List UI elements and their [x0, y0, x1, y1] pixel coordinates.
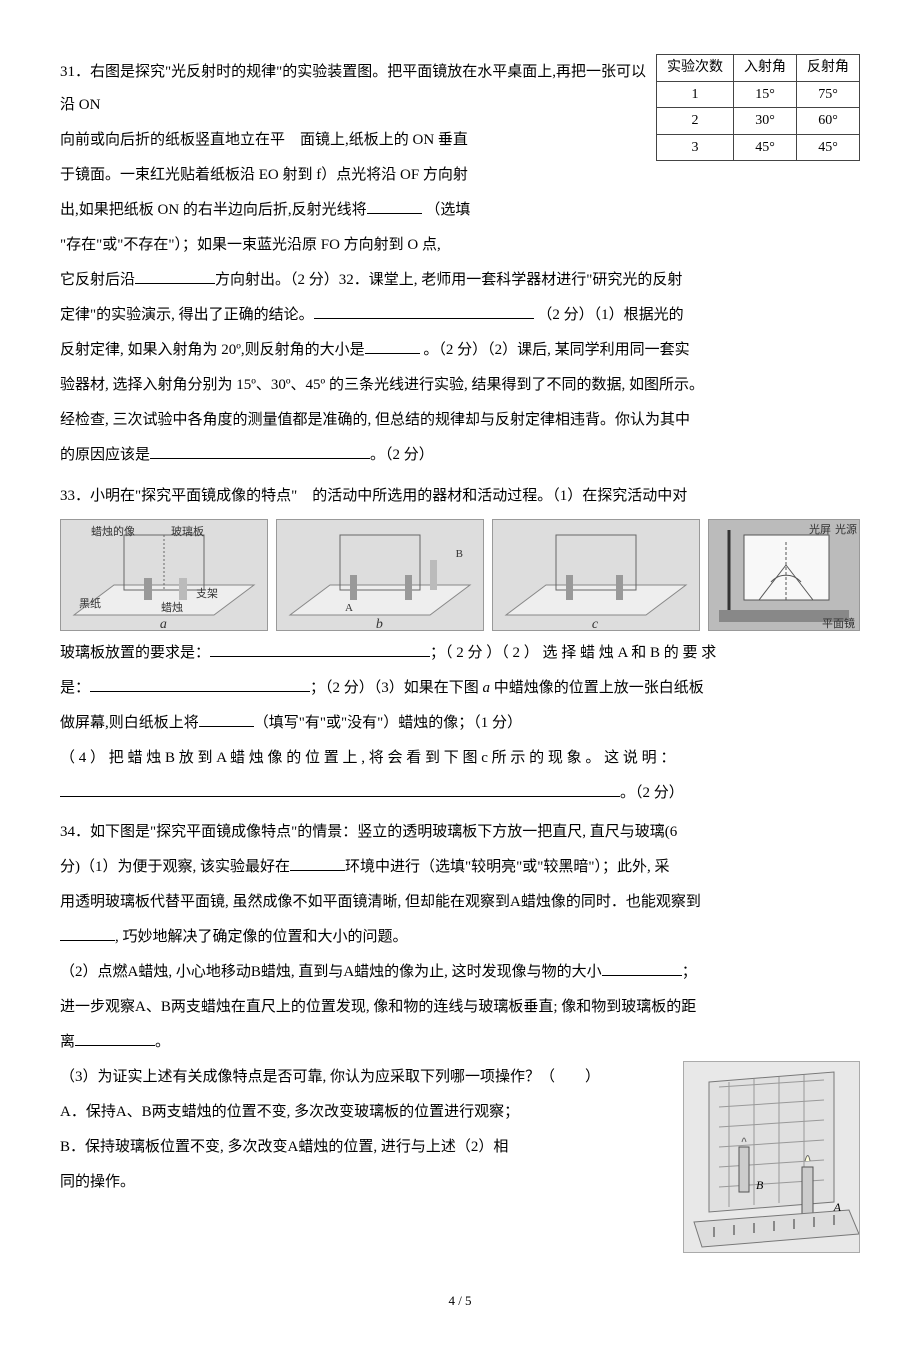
q34-text: 34．如下图是"探究平面镜成像特点"的情景：竖立的透明玻璃板下方放一把直尺, 直…: [60, 816, 860, 849]
figure-c: c: [492, 519, 700, 631]
fill-blank[interactable]: [290, 855, 345, 871]
fill-blank[interactable]: [314, 303, 534, 319]
th-times: 实验次数: [657, 55, 734, 82]
figure-d: 光屏 光源 平面镜: [708, 519, 860, 631]
figure-b: A B b: [276, 519, 484, 631]
fill-blank[interactable]: [210, 641, 430, 657]
fill-blank[interactable]: [150, 443, 370, 459]
table-row: 2 30° 60°: [657, 108, 860, 135]
table-row: 1 15° 75°: [657, 81, 860, 108]
fill-blank[interactable]: [135, 268, 215, 284]
th-reflect: 反射角: [797, 55, 860, 82]
mirror-figure: B A: [683, 1061, 860, 1253]
fill-blank[interactable]: [60, 925, 115, 941]
th-incident: 入射角: [734, 55, 797, 82]
table-row: 3 45° 45°: [657, 134, 860, 161]
fill-blank[interactable]: [75, 1030, 155, 1046]
fill-blank[interactable]: [365, 338, 420, 354]
fill-blank[interactable]: [199, 711, 254, 727]
q33-text: 33．小明在"探究平面镜成像的特点" 的活动中所选用的器材和活动过程。（1）在探…: [60, 480, 860, 513]
fill-blank[interactable]: [90, 676, 310, 692]
fill-blank[interactable]: [602, 960, 682, 976]
experiment-data-table: 实验次数 入射角 反射角 1 15° 75° 2 30° 60° 3 45° 4…: [656, 54, 860, 161]
fill-blank[interactable]: [367, 198, 422, 214]
page-number: 4 / 5: [60, 1287, 860, 1316]
fill-blank[interactable]: [60, 781, 620, 797]
figure-a: 蜡烛的像 玻璃板 黑纸 蜡烛 支架 a: [60, 519, 268, 631]
figure-row: 蜡烛的像 玻璃板 黑纸 蜡烛 支架 a A B b c: [60, 519, 860, 631]
